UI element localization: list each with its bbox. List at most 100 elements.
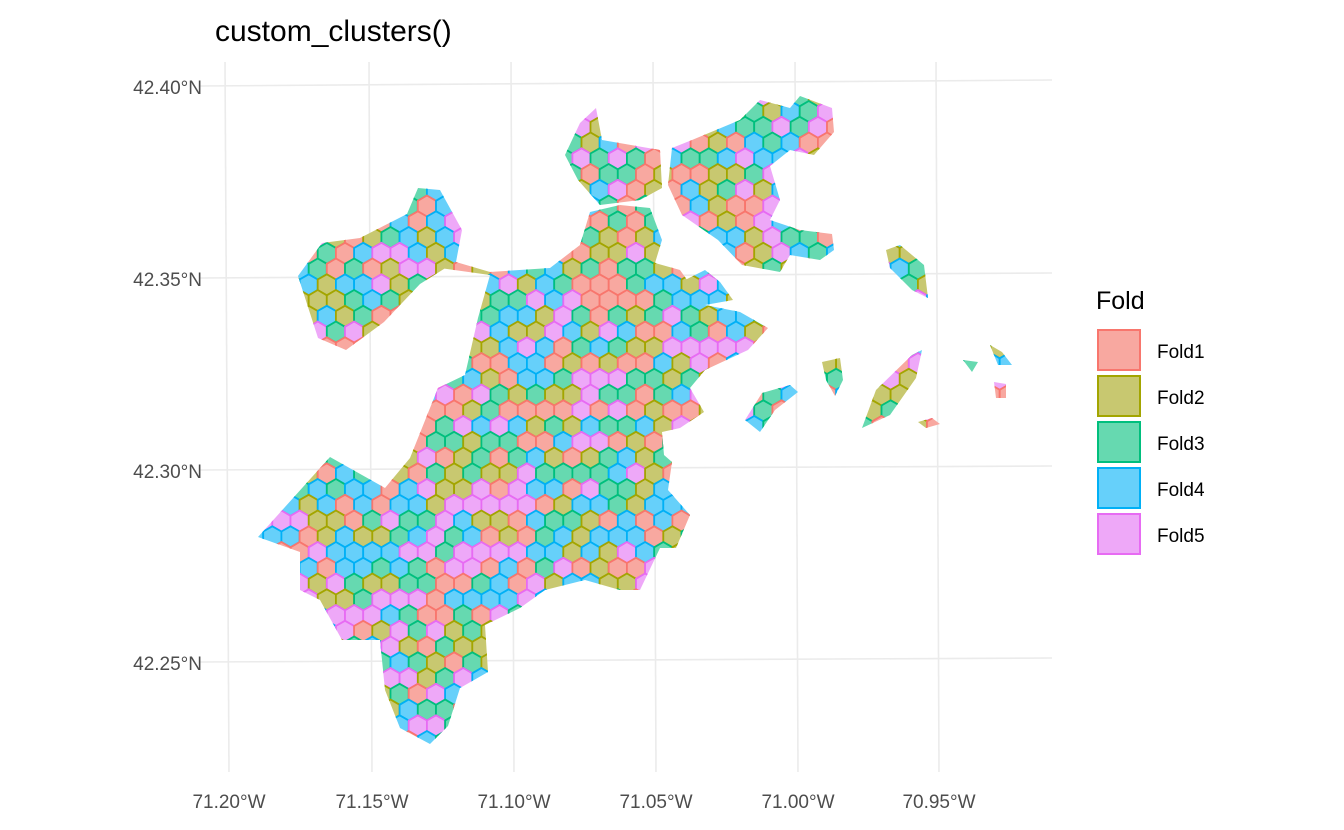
hex-cell-fold1	[325, 99, 346, 124]
hex-cell-fold4	[653, 572, 674, 596]
hex-cell-fold2	[416, 351, 437, 376]
hex-cell-fold3	[953, 178, 974, 202]
hex-cell-fold5	[291, 70, 309, 91]
hex-cell-fold1	[445, 747, 463, 768]
hex-cell-fold4	[798, 572, 819, 596]
hex-cell-fold2	[989, 588, 1010, 612]
chart-title: custom_clusters()	[215, 15, 452, 48]
hex-cell-fold1	[1018, 227, 1036, 248]
hex-cell-fold2	[835, 509, 856, 533]
hex-cell-fold2	[362, 320, 383, 344]
hex-cell-fold1	[926, 320, 947, 344]
hex-cell-fold2	[845, 778, 863, 799]
hex-cell-fold4	[635, 698, 656, 722]
hex-cell-fold5	[262, 588, 283, 612]
hex-cell-fold5	[589, 619, 610, 643]
hex-cell-fold5	[944, 257, 965, 281]
hex-cell-fold3	[280, 147, 301, 171]
hex-cell-fold3	[236, 70, 254, 91]
hex-cell-fold3	[544, 131, 565, 155]
hex-cell-fold1	[607, 682, 628, 706]
hex-cell-fold2	[262, 430, 283, 454]
hex-cell-fold4	[716, 714, 737, 738]
hex-cell-fold2	[771, 336, 792, 360]
hex-cell-fold3	[836, 763, 854, 784]
hex-cell-fold4	[616, 603, 637, 628]
hex-cell-fold2	[716, 525, 737, 549]
hex-cell-fold5	[400, 70, 418, 91]
hex-cell-fold1	[271, 288, 292, 313]
hex-cell-fold4	[971, 367, 992, 391]
hex-cell-fold4	[507, 729, 528, 744]
hex-cell-fold4	[753, 556, 774, 580]
hex-cell-fold4	[836, 794, 854, 815]
hex-cell-fold2	[258, 99, 274, 124]
hex-cell-fold3	[926, 383, 947, 407]
hex-cell-fold4	[853, 572, 874, 596]
hex-cell-fold1	[982, 794, 1000, 815]
hex-cell-fold4	[454, 794, 472, 815]
hex-cell-fold4	[453, 729, 474, 744]
hex-cell-fold2	[425, 273, 447, 297]
hex-cell-fold3	[716, 682, 737, 706]
hex-cell-fold5	[307, 351, 328, 376]
hex-cell-fold5	[616, 666, 637, 691]
hex-cell-fold4	[280, 462, 301, 486]
hex-cell-fold3	[853, 99, 874, 124]
hex-cell-fold2	[380, 383, 401, 407]
hex-cell-fold4	[971, 147, 992, 171]
hex-cell-fold3	[944, 162, 965, 187]
hex-cell-fold2	[662, 714, 683, 738]
hex-cell-fold3	[418, 794, 436, 815]
hex-cell-fold4	[826, 178, 847, 202]
hex-cell-fold4	[844, 96, 865, 108]
hex-cell-fold3	[654, 70, 672, 91]
hex-cell-fold1	[817, 572, 837, 596]
legend-entry-fold1: Fold1	[1097, 329, 1205, 371]
hex-cell-fold3	[553, 147, 574, 171]
hex-cell-fold4	[258, 462, 265, 486]
hex-cell-fold4	[344, 383, 365, 407]
hex-cell-fold5	[653, 698, 674, 722]
hex-cell-fold3	[280, 304, 301, 328]
hex-cell-fold4	[662, 619, 683, 643]
hex-cell-fold2	[258, 430, 265, 454]
hex-cell-fold1	[453, 194, 474, 218]
hex-cell-fold3	[853, 225, 874, 250]
hex-cell-fold1	[735, 714, 756, 738]
hex-cell-fold3	[917, 178, 937, 202]
hex-cell-fold3	[580, 666, 601, 691]
hex-cell-fold3	[325, 351, 346, 376]
hex-cell-fold2	[462, 96, 483, 108]
hex-cell-fold2	[935, 96, 956, 108]
hex-cell-fold1	[807, 682, 828, 706]
hex-cell-fold4	[709, 763, 727, 784]
hex-cell-fold1	[516, 619, 537, 643]
hex-cell-fold2	[716, 430, 737, 454]
hex-cell-fold4	[572, 778, 590, 799]
hex-cell-fold1	[334, 336, 356, 360]
hex-cell-fold5	[826, 588, 847, 612]
hex-cell-fold3	[726, 666, 746, 691]
hex-cell-fold1	[953, 273, 974, 297]
hex-cell-fold3	[707, 572, 728, 596]
hex-cell-fold4	[258, 666, 274, 691]
hex-cell-fold2	[998, 540, 1012, 565]
hex-cell-fold4	[953, 367, 974, 391]
hex-cell-fold1	[644, 682, 665, 706]
hex-cell-fold5	[907, 288, 928, 313]
hex-cell-fold3	[1018, 385, 1036, 406]
hex-cell-fold3	[409, 778, 427, 799]
hex-cell-fold5	[871, 320, 892, 344]
hex-cell-fold5	[580, 698, 601, 722]
hex-cell-fold1	[880, 96, 901, 108]
hex-cell-fold1	[980, 383, 1001, 407]
hex-cell-fold2	[571, 651, 592, 675]
hex-cell-fold2	[962, 288, 983, 313]
hex-cell-fold2	[971, 714, 992, 738]
hex-cell-fold5	[836, 70, 854, 91]
hex-cell-fold4	[635, 666, 656, 691]
hex-cell-fold4	[971, 493, 992, 517]
hex-cell-fold5	[526, 194, 546, 218]
hex-cell-fold1	[853, 131, 874, 155]
